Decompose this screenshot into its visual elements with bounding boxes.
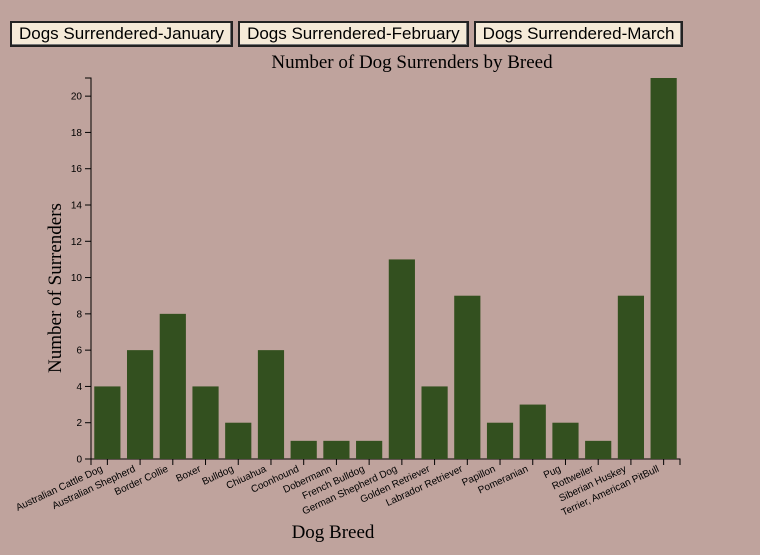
chart-title: Number of Dog Surrenders by Breed	[271, 52, 553, 73]
y-axis: 0 2 4 6 8 10 12 14 16 18 20	[71, 77, 92, 466]
bar	[617, 295, 645, 459]
bar	[486, 422, 514, 459]
bars-group	[94, 78, 677, 459]
february-button[interactable]: Dogs Surrendered-February	[238, 21, 469, 47]
january-button[interactable]: Dogs Surrendered-January	[10, 21, 234, 47]
march-button[interactable]: Dogs Surrendered-March	[473, 21, 684, 47]
month-button-row: Dogs Surrendered-January Dogs Surrendere…	[10, 21, 684, 47]
bar	[225, 422, 252, 459]
bar	[650, 78, 677, 459]
bar	[126, 350, 154, 459]
x-tick-label: Boxer	[174, 463, 203, 484]
y-tick-label: 20	[71, 92, 83, 103]
bar	[192, 386, 219, 459]
bar	[94, 386, 121, 459]
bar	[356, 440, 383, 459]
bar	[323, 440, 350, 459]
y-tick-label: 8	[76, 309, 82, 320]
y-tick-label: 16	[71, 164, 83, 175]
y-tick-label: 0	[76, 455, 82, 466]
y-tick-label: 4	[76, 382, 82, 393]
y-tick-label: 18	[71, 128, 83, 139]
bar	[159, 313, 186, 459]
bar	[421, 386, 448, 459]
bar	[552, 422, 579, 459]
y-tick-label: 10	[71, 273, 83, 284]
y-axis-line	[85, 77, 92, 460]
bar	[585, 440, 612, 459]
y-axis-title: Number of Surrenders	[45, 203, 66, 373]
bar	[290, 440, 317, 459]
bar	[454, 295, 481, 459]
y-tick-label: 2	[76, 418, 82, 429]
x-axis-line	[90, 458, 681, 465]
y-tick-label: 14	[71, 201, 83, 212]
bar	[519, 404, 546, 459]
y-tick-label: 6	[76, 346, 82, 357]
x-axis-title: Dog Breed	[292, 522, 375, 543]
y-tick-label: 12	[71, 237, 83, 248]
bar	[388, 259, 415, 459]
bar	[257, 350, 285, 459]
